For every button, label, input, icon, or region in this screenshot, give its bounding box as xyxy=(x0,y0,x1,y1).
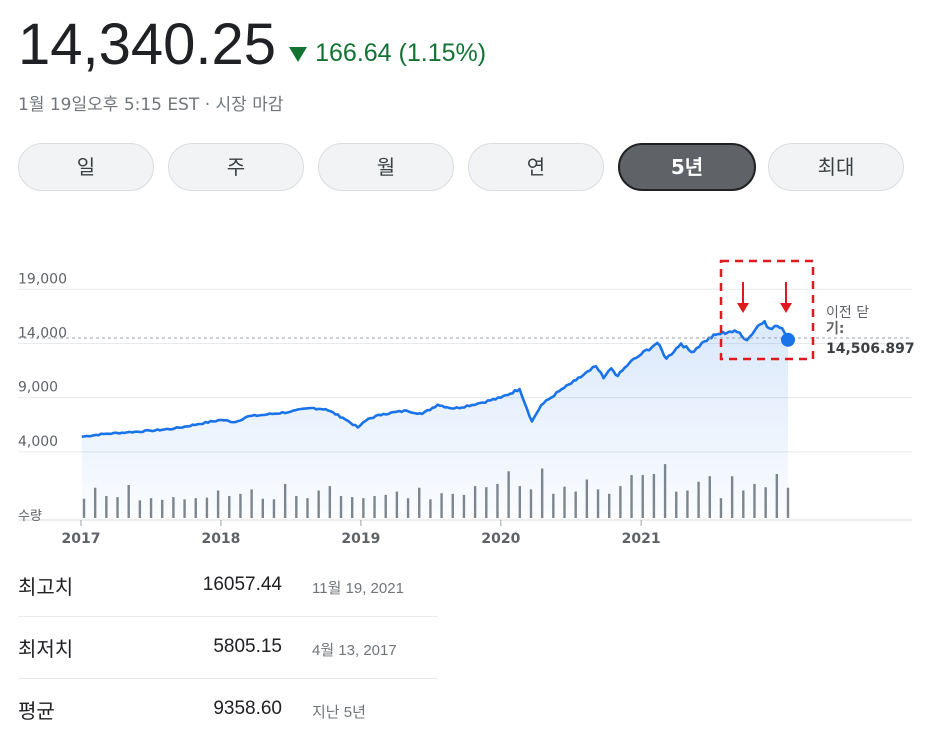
y-tick-label: 19,000 xyxy=(18,271,67,287)
time-range-tabs: 일 주 월 연 5년 최대 xyxy=(18,143,918,191)
volume-label: 수량 xyxy=(18,509,42,524)
stat-row-low: 최저치 5805.15 4월 13, 2017 xyxy=(18,617,438,679)
x-tick-label: 2017 xyxy=(62,531,101,547)
current-price: 14,340.25 xyxy=(18,12,277,77)
prev-close-label-line2: 기: xyxy=(826,321,844,337)
stat-date: 11월 19, 2021 xyxy=(312,580,404,597)
stats-table: 최고치 16057.44 11월 19, 2021 최저치 5805.15 4월… xyxy=(18,555,438,740)
down-arrow-icon xyxy=(289,46,308,62)
tab-day[interactable]: 일 xyxy=(18,143,154,191)
y-tick-label: 14,000 xyxy=(18,325,67,341)
x-tick-label: 2021 xyxy=(622,531,661,547)
price-change-value: 166.64 (1.15%) xyxy=(315,39,487,67)
x-tick-label: 2018 xyxy=(201,531,240,547)
quote-header: 14,340.25 166.64 (1.15%) xyxy=(18,10,486,80)
x-axis-labels: 2017 2018 2019 2020 2021 xyxy=(62,520,661,547)
price-change: 166.64 (1.15%) xyxy=(289,39,486,68)
x-tick-label: 2019 xyxy=(341,531,380,547)
annotation-arrow-left xyxy=(737,282,749,313)
current-price-marker[interactable] xyxy=(781,332,795,347)
stat-row-high: 최고치 16057.44 11월 19, 2021 xyxy=(18,555,438,617)
annotation-arrow-right xyxy=(780,282,792,313)
tab-max[interactable]: 최대 xyxy=(768,143,904,191)
tab-5-year[interactable]: 5년 xyxy=(618,143,756,191)
stat-value: 9358.60 xyxy=(213,698,282,719)
annotation-box xyxy=(719,259,815,361)
tab-month[interactable]: 월 xyxy=(318,143,454,191)
prev-close-value: 14,506.897 xyxy=(826,341,915,357)
tab-week[interactable]: 주 xyxy=(168,143,304,191)
price-line xyxy=(81,319,790,438)
stat-label: 평균 xyxy=(18,699,55,723)
price-area-fill xyxy=(81,321,789,518)
stat-date: 4월 13, 2017 xyxy=(312,642,397,659)
stat-row-average: 평균 9358.60 지난 5년 xyxy=(18,679,438,740)
x-tick-label: 2020 xyxy=(481,531,520,547)
stat-label: 최고치 xyxy=(18,575,74,599)
prev-close-label-line1: 이전 닫 xyxy=(826,305,869,321)
tab-year[interactable]: 연 xyxy=(468,143,604,191)
y-tick-label: 9,000 xyxy=(18,380,58,396)
stat-value: 5805.15 xyxy=(213,636,282,657)
y-axis-labels: 19,000 14,000 9,000 4,000 xyxy=(18,271,67,450)
y-tick-label: 4,000 xyxy=(18,434,58,450)
market-status: 1월 19일오후 5:15 EST · 시장 마감 xyxy=(18,95,284,115)
stat-label: 최저치 xyxy=(18,637,74,661)
stat-value: 16057.44 xyxy=(202,574,282,595)
stat-date: 지난 5년 xyxy=(312,704,366,721)
